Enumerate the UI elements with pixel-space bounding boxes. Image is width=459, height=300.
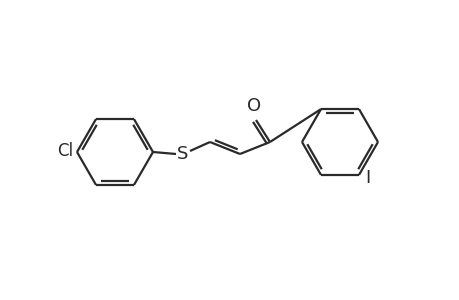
Text: O: O bbox=[246, 97, 261, 115]
Text: I: I bbox=[364, 169, 369, 187]
Text: Cl: Cl bbox=[57, 142, 73, 160]
Text: S: S bbox=[177, 145, 188, 163]
